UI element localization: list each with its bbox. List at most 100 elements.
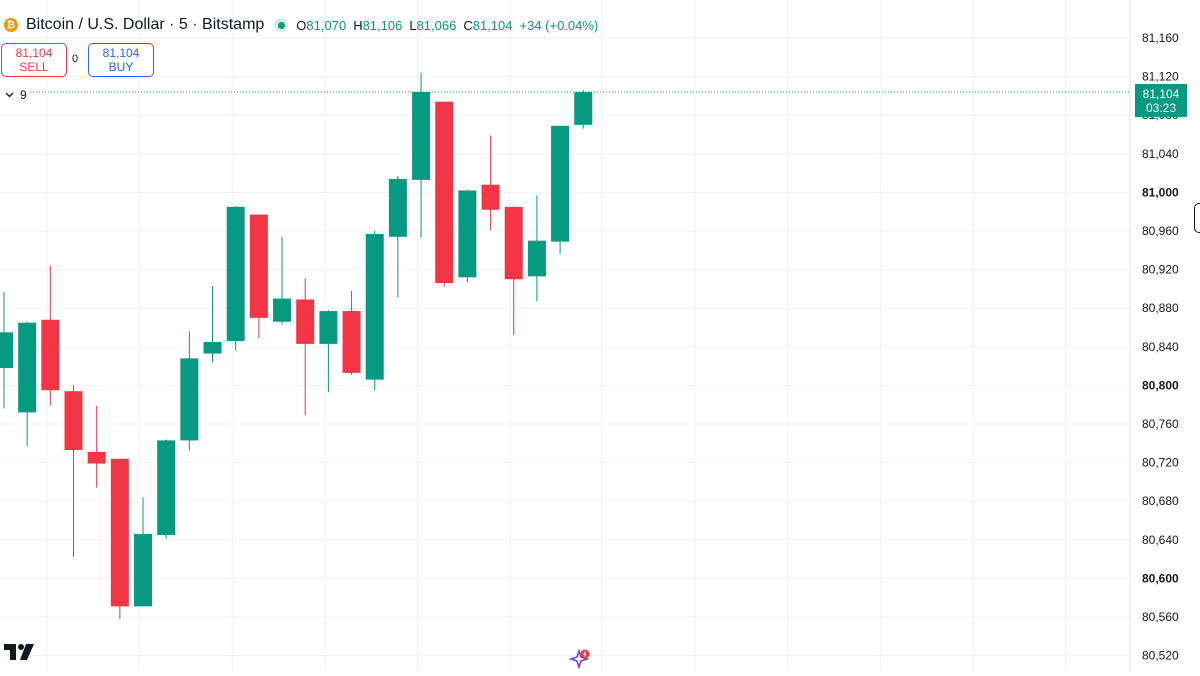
candle-up: [551, 125, 570, 255]
candle-body: [527, 240, 546, 277]
candle-body: [18, 322, 37, 413]
ohlc-change: +34 (+0.04%): [519, 17, 599, 33]
candle-body: [134, 534, 153, 607]
candle-up: [134, 497, 153, 607]
tradingview-logo[interactable]: [4, 641, 36, 668]
candle-body: [435, 101, 454, 284]
candle-down: [481, 135, 500, 231]
buy-label: BUY: [108, 60, 134, 74]
buy-price: 81,104: [102, 46, 140, 60]
candle-up: [412, 72, 431, 238]
candle-body: [87, 451, 106, 464]
candle-down: [504, 206, 523, 336]
candle-down: [110, 458, 129, 619]
candle-body: [64, 391, 83, 451]
y-tick-label: 81,000: [1142, 185, 1179, 199]
y-tick-label: 80,880: [1142, 301, 1179, 315]
candle-down: [435, 101, 454, 287]
y-tick-label: 80,520: [1142, 649, 1179, 663]
candle-body: [319, 311, 338, 344]
candle-body: [203, 341, 222, 354]
ohlc-open-value: 81,070: [306, 17, 347, 33]
candle-body: [365, 233, 384, 380]
chevron-down-icon: [5, 90, 14, 101]
candles: [0, 72, 593, 619]
candle-down: [41, 265, 60, 406]
candle-body: [412, 92, 431, 180]
indicators-count: 9: [20, 88, 27, 102]
candle-up: [157, 439, 176, 539]
candle-body: [388, 178, 407, 237]
candle-up: [0, 291, 13, 409]
candle-body: [41, 319, 60, 391]
candle-down: [249, 214, 268, 339]
ohlc-low-key: L: [409, 17, 417, 33]
candle-up: [365, 231, 384, 391]
candle-body: [157, 440, 176, 535]
candle-body: [226, 206, 245, 342]
candle-up: [203, 286, 222, 363]
y-tick-label: 80,800: [1142, 378, 1179, 392]
candle-body: [504, 206, 523, 280]
market-status-icon[interactable]: [274, 18, 289, 32]
candle-body: [249, 214, 268, 318]
last-price-label: 81,104: [1142, 86, 1180, 101]
candle-down: [87, 405, 106, 488]
candle-up: [458, 189, 477, 283]
y-tick-label: 80,640: [1142, 533, 1179, 547]
candle-body: [0, 332, 13, 369]
candle-body: [574, 92, 593, 125]
candle-up: [319, 310, 338, 393]
price-scale-handle[interactable]: [1194, 203, 1200, 233]
ohlc-high-key: H: [353, 17, 363, 33]
bitcoin-logo: ₿: [4, 18, 18, 32]
candle-body: [342, 311, 361, 373]
y-tick-label: 80,560: [1142, 610, 1179, 624]
y-tick-label: 80,760: [1142, 417, 1179, 431]
buy-button[interactable]: 81,104 BUY: [88, 43, 154, 77]
y-tick-label: 80,600: [1142, 571, 1179, 585]
ohlc-close-value: 81,104: [472, 17, 513, 33]
candle-up: [574, 90, 593, 129]
ohlc-open-key: O: [296, 17, 307, 33]
candle-body: [458, 190, 477, 278]
candle-up: [180, 331, 199, 451]
y-tick-label: 80,840: [1142, 340, 1179, 354]
candle-down: [296, 278, 315, 416]
y-tick-label: 81,120: [1142, 70, 1179, 84]
symbol-title[interactable]: Bitcoin / U.S. Dollar · 5 · Bitstamp: [26, 16, 265, 33]
y-tick-label: 80,960: [1142, 224, 1179, 238]
candle-down: [342, 290, 361, 375]
y-tick-label: 81,040: [1142, 147, 1179, 161]
candle-up: [527, 195, 546, 302]
bar-countdown: 03:23: [1145, 100, 1177, 115]
candle-up: [388, 175, 407, 298]
candle-up: [273, 236, 292, 325]
y-tick-label: 80,920: [1142, 263, 1179, 277]
candle-down: [64, 385, 83, 558]
price-axis: 81,16081,12081,08081,04081,00080,96080,9…: [1142, 31, 1179, 663]
vertical-grid: [46, 0, 1067, 671]
ohlc-low-value: 81,066: [416, 17, 457, 33]
candle-body: [481, 184, 500, 210]
spread-value: 0: [72, 53, 79, 65]
last-price-tag: 81,104 03:23: [1135, 84, 1187, 117]
indicators-toggle-button[interactable]: 9: [0, 86, 30, 104]
candle-up: [226, 205, 245, 351]
candle-body: [110, 458, 129, 607]
sell-button[interactable]: 81,104 SELL: [1, 43, 67, 77]
ohlc-values: O81,070 H81,106 L81,066 C81,104 +34 (+0.…: [296, 18, 598, 33]
y-tick-label: 81,160: [1142, 31, 1179, 45]
candle-body: [273, 298, 292, 322]
sparkle-icon[interactable]: [567, 647, 597, 676]
candle-body: [296, 299, 315, 344]
candle-body: [551, 125, 570, 242]
ohlc-close-key: C: [463, 17, 473, 33]
symbol-header: ₿ Bitcoin / U.S. Dollar · 5 · Bitstamp O…: [4, 13, 598, 37]
sell-price: 81,104: [15, 46, 53, 60]
y-tick-label: 80,720: [1142, 456, 1179, 470]
candle-up: [18, 321, 37, 447]
sell-label: SELL: [19, 60, 49, 74]
candle-body: [180, 358, 199, 441]
